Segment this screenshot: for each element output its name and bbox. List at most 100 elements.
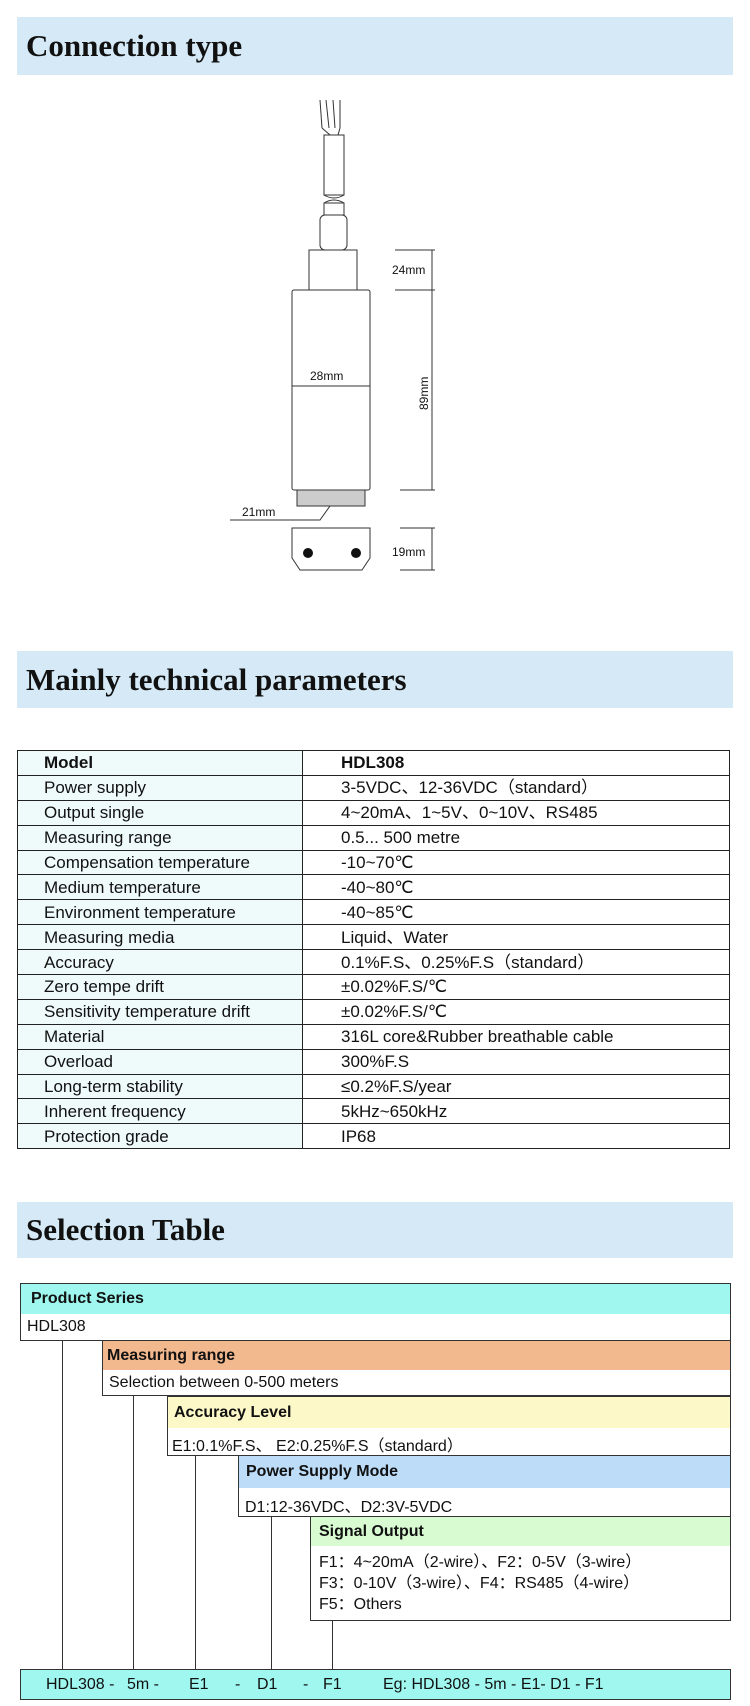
box-body: E1:0.1%F.S、 E2:0.25%F.S（standard） [172,1438,463,1455]
section-title: Connection type [26,28,243,63]
param-key: Medium temperature [17,874,303,901]
sensor-dimension-drawing: 24mm 89mm 28mm 21mm 19mm [230,99,435,571]
parameters-table: Model HDL308 Power supply 3-5VDC、12-36VDC… [17,750,730,1150]
section-title: Selection Table [26,1212,225,1247]
signal-option: F1：4~20mA（2-wire）、F2：0-5V（3-wire） [319,1554,642,1571]
param-value: 300%F.S [302,1048,730,1075]
accuracy-level-box: Accuracy Level E1:0.1%F.S、 E2:0.25%F.S（s… [167,1396,731,1456]
table-row: Measuring media Liquid、Water [17,924,730,951]
box-title: Measuring range [103,1341,730,1370]
param-value: -40~80℃ [302,874,730,901]
param-value: ±0.02%F.S/℃ [302,998,730,1025]
cable-wires [319,99,341,136]
dim-diameter-label: 28mm [310,369,343,383]
connector-line [271,1516,272,1669]
box-title: Accuracy Level [168,1397,730,1428]
signal-option: F5：Others [319,1596,402,1613]
measuring-range-box: Measuring range Selection between 0-500 … [102,1340,731,1396]
table-row: Measuring range 0.5... 500 metre [17,824,730,851]
box-title: Product Series [21,1284,730,1314]
section-title: Mainly technical parameters [26,662,407,697]
protective-cap [291,527,371,571]
power-supply-mode-box: Power Supply Mode D1:12-36VDC、D2:3V-5VDC [238,1455,731,1517]
table-row: Sensitivity temperature drift ±0.02%F.S/℃ [17,998,730,1025]
param-key: Measuring media [17,924,303,951]
box-title: Power Supply Mode [239,1456,730,1488]
param-key: Environment temperature [17,899,303,926]
thread [296,489,366,507]
box-body: Selection between 0-500 meters [109,1374,339,1391]
param-value: -40~85℃ [302,899,730,926]
table-row: Protection grade IP68 [17,1123,730,1150]
param-value: 0.1%F.S、0.25%F.S（standard） [302,949,730,976]
param-value: 4~20mA、1~5V、0~10V、RS485 [302,799,730,826]
section-header-selection: Selection Table [17,1202,733,1258]
box-title: Signal Output [311,1517,730,1546]
param-key: Protection grade [17,1123,303,1150]
param-key: Output single [17,799,303,826]
cable-gland [319,214,348,251]
table-row: Environment temperature -40~85℃ [17,899,730,926]
param-value: ≤0.2%F.S/year [302,1073,730,1100]
top-cap [308,249,358,291]
code-separator: - [303,1676,309,1693]
param-key: Power supply [17,774,303,801]
dim-top-label: 24mm [392,263,425,277]
param-value: 316L core&Rubber breathable cable [302,1023,730,1050]
param-key: Long-term stability [17,1073,303,1100]
param-key: Compensation temperature [17,849,303,876]
param-value: 0.5... 500 metre [302,824,730,851]
param-value: IP68 [302,1123,730,1150]
param-key: Zero tempe drift [17,974,303,1000]
connector-line [195,1455,196,1669]
code-signal: F1 [323,1676,342,1693]
dim-base-label: 19mm [392,545,425,559]
table-row: Compensation temperature -10~70℃ [17,849,730,876]
param-key: Inherent frequency [17,1098,303,1125]
code-accuracy: E1 [189,1676,209,1693]
table-row: Material 316L core&Rubber breathable cabl… [17,1023,730,1050]
param-key: Accuracy [17,949,303,976]
param-key: Model [17,750,303,776]
code-series: HDL308 - [46,1676,115,1693]
code-power: D1 [257,1676,278,1693]
param-key: Overload [17,1048,303,1075]
section-header-parameters: Mainly technical parameters [17,651,733,708]
table-row: Medium temperature -40~80℃ [17,874,730,901]
box-body: HDL308 [27,1318,86,1335]
param-value: HDL308 [302,750,730,776]
table-row: Long-term stability ≤0.2%F.S/year [17,1073,730,1100]
param-value: ±0.02%F.S/℃ [302,974,730,1000]
section-header-connection: Connection type [17,17,733,75]
table-row: Accuracy 0.1%F.S、0.25%F.S（standard） [17,949,730,976]
param-value: -10~70℃ [302,849,730,876]
table-row: Power supply 3-5VDC、12-36VDC（standard） [17,774,730,801]
example-text: Eg: HDL308 - 5m - E1- D1 - F1 [383,1676,604,1693]
param-key: Material [17,1023,303,1050]
param-value: 3-5VDC、12-36VDC（standard） [302,774,730,801]
connector-line [332,1619,333,1669]
table-row: Overload 300%F.S [17,1048,730,1075]
code-range: 5m - [127,1676,159,1693]
product-series-box: Product Series HDL308 [20,1283,731,1341]
connector-line [133,1394,134,1669]
signal-output-box: Signal Output F1：4~20mA（2-wire）、F2：0-5V（… [310,1516,731,1621]
signal-option: F3：0-10V（3-wire）、F4：RS485（4-wire） [319,1575,640,1592]
dim-thread-label: 21mm [242,505,275,519]
table-row: Output single 4~20mA、1~5V、0~10V、RS485 [17,799,730,826]
param-value: 5kHz~650kHz [302,1098,730,1125]
dimension-lines [230,249,435,571]
dim-body-label: 89mm [417,377,431,410]
table-row: Inherent frequency 5kHz~650kHz [17,1098,730,1125]
connector-line [62,1340,63,1669]
param-value: Liquid、Water [302,924,730,951]
code-separator: - [235,1676,241,1693]
param-key: Sensitivity temperature drift [17,998,303,1025]
param-key: Measuring range [17,824,303,851]
sensor-body [291,289,371,491]
cable-lower [323,202,345,216]
table-header-row: Model HDL308 [17,750,730,776]
cable [323,134,345,196]
example-code-bar: HDL308 - 5m - E1 - D1 - F1 Eg: HDL308 - … [20,1669,731,1700]
